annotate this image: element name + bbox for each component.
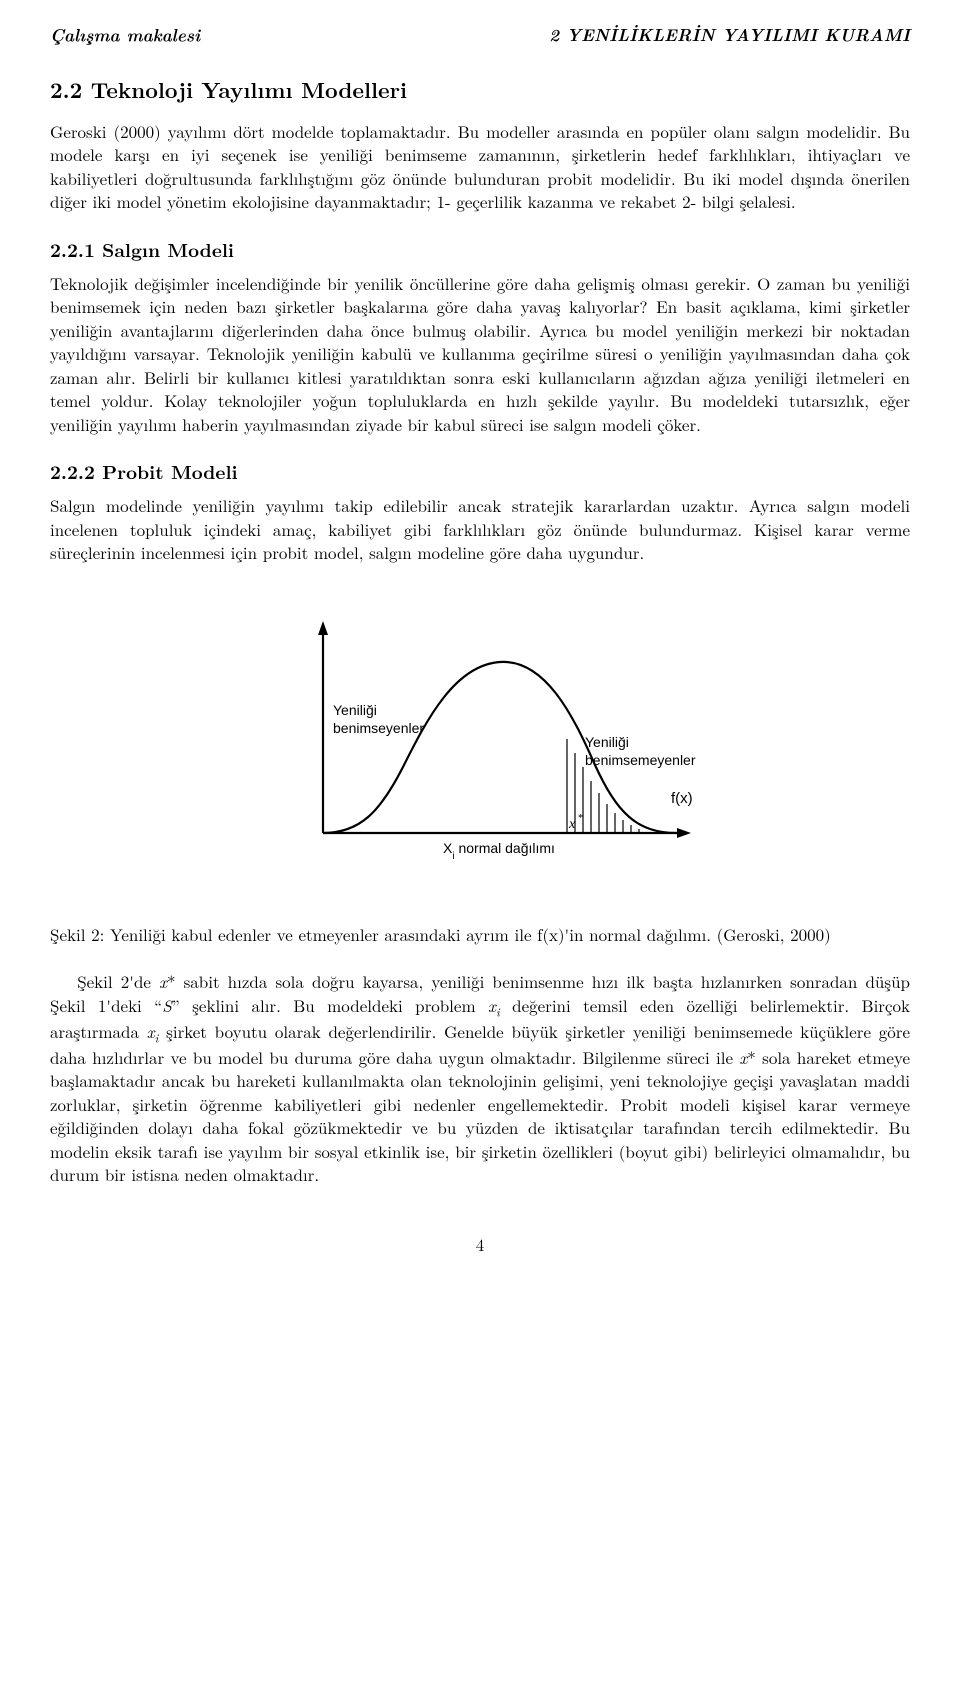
math-var-xi: x	[147, 1019, 155, 1043]
svg-text:*: *	[578, 812, 584, 824]
running-header: Çalışma makalesi 2 YENİLİKLERİN YAYILIMI…	[50, 24, 910, 47]
text-run: ” şeklini alır. Bu modeldeki problem	[172, 993, 488, 1017]
svg-text:benimsemeyenler: benimsemeyenler	[585, 752, 696, 768]
svg-text:x: x	[568, 817, 576, 832]
math-var-S: S	[162, 993, 172, 1017]
svg-text:Yeniliği: Yeniliği	[333, 702, 377, 718]
subsection-221-title: 2.2.1 Salgın Modeli	[50, 236, 910, 262]
math-var-xi: x	[488, 993, 496, 1017]
subsection-221-paragraph: Teknolojik değişimler incelendiğinde bir…	[50, 272, 910, 436]
closing-paragraph: Şekil 2'de x* sabit hızda sola doğru kay…	[50, 970, 910, 1187]
text-run: Şekil 2'de	[77, 969, 159, 993]
section-intro-paragraph: Geroski (2000) yayılımı dört modelde top…	[50, 120, 910, 214]
figure-2-caption: Şekil 2: Yeniliği kabul edenler ve etmey…	[50, 923, 910, 946]
svg-text:benimseyenler: benimseyenler	[333, 720, 424, 736]
math-var-x: x	[159, 969, 167, 993]
header-right: 2 YENİLİKLERİN YAYILIMI KURAMI	[549, 24, 910, 47]
subsection-222-title: 2.2.2 Probit Modeli	[50, 458, 910, 484]
svg-text:Yeniliği: Yeniliği	[585, 734, 629, 750]
subsection-222-paragraph: Salgın modelinde yeniliğin yayılımı taki…	[50, 494, 910, 564]
probit-distribution-figure: x* Xi normal dağılımı Yeniliği benimseyenle…	[245, 607, 715, 887]
figure-2: x* Xi normal dağılımı Yeniliği benimseyenle…	[50, 607, 910, 887]
page-number: 4	[50, 1233, 910, 1256]
svg-text:f(x): f(x)	[671, 790, 693, 807]
header-left: Çalışma makalesi	[50, 24, 200, 47]
svg-text:Xi normal dağılımı: Xi normal dağılımı	[443, 840, 555, 862]
section-title: 2.2 Teknoloji Yayılımı Modelleri	[50, 75, 910, 105]
